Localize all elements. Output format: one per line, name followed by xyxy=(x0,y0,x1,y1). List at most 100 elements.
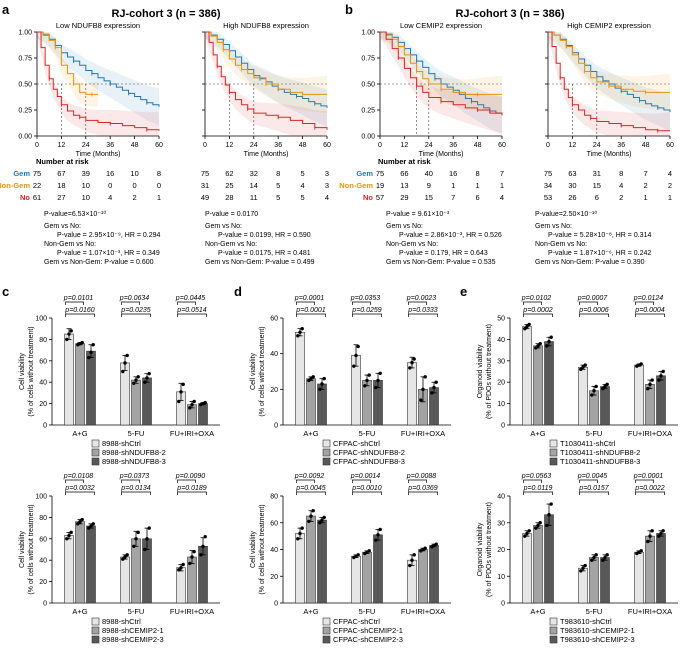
data-point xyxy=(300,327,304,331)
y-tick-label: 0.00 xyxy=(18,134,32,141)
legend-swatch xyxy=(91,439,100,448)
risk-count: 7 xyxy=(451,193,455,202)
p-value-bracket xyxy=(635,479,654,483)
bar xyxy=(589,557,599,604)
data-point xyxy=(311,375,315,379)
data-point xyxy=(132,381,136,385)
risk-count: 34 xyxy=(544,181,552,190)
bar xyxy=(131,379,141,426)
bar xyxy=(295,331,305,426)
bar xyxy=(295,533,305,604)
risk-count: 1 xyxy=(157,193,161,202)
data-point xyxy=(592,389,596,393)
y-tick-label: 50 xyxy=(497,316,505,323)
x-tick-label: 60 xyxy=(498,142,506,149)
y-tick-label: 100 xyxy=(35,316,47,323)
risk-count: 22 xyxy=(33,181,41,190)
risk-count: 31 xyxy=(593,169,601,178)
p-value-bracket xyxy=(352,313,382,317)
legend-swatch xyxy=(91,635,100,644)
data-point xyxy=(147,526,151,530)
data-point xyxy=(318,521,322,525)
bar-chart-1: 0 20 40 60 80 100 Cell viability (% of cells wi… xyxy=(19,295,220,466)
x-tick-label: 36 xyxy=(106,142,114,149)
p-value-label: p=0.0160 xyxy=(64,307,94,314)
y-tick-label: 20 xyxy=(270,387,278,394)
risk-count: 75 xyxy=(201,169,209,178)
stats-b-left: P-value = 9.61×10⁻³ Gem vs No: P-value =… xyxy=(386,211,502,266)
stats-line: Gem vs No: xyxy=(386,223,423,230)
p-value-bracket xyxy=(523,491,553,495)
p-value-bracket xyxy=(177,479,196,483)
data-point xyxy=(410,558,414,562)
risk-count: 62 xyxy=(225,169,233,178)
x-tick-label: 24 xyxy=(425,142,433,149)
data-point xyxy=(123,555,127,559)
data-point xyxy=(89,524,93,528)
risk-count: 0 xyxy=(133,181,137,190)
bar xyxy=(75,521,85,604)
p-value-bracket xyxy=(121,479,140,483)
bar xyxy=(317,519,327,604)
bar xyxy=(578,366,588,426)
x-tick-label: 0 xyxy=(378,142,382,149)
y-tick-label: 20 xyxy=(39,579,47,586)
stats-overall-p: P-value = 9.61×10⁻³ xyxy=(386,211,450,218)
category-label: 5-FU xyxy=(128,607,145,616)
data-point xyxy=(583,563,587,568)
data-point xyxy=(594,384,598,389)
risk-count: 18 xyxy=(57,181,65,190)
data-point xyxy=(123,361,127,365)
legend-label: CFPAC-shCtrl xyxy=(333,439,380,448)
y-tick-label: 0.50 xyxy=(361,82,375,89)
risk-label-no-b: No xyxy=(363,193,373,202)
y-tick-label: 20 xyxy=(270,574,278,581)
p-value-label: p=0.0259 xyxy=(351,307,381,314)
data-point xyxy=(430,391,434,395)
p-value-label: p=0.0102 xyxy=(521,295,551,302)
risk-count: 67 xyxy=(57,169,65,178)
data-point xyxy=(536,344,540,348)
data-point xyxy=(91,343,95,347)
data-point xyxy=(132,544,136,548)
x-tick-label: 48 xyxy=(299,142,307,149)
legend-label: 8988-shNDUFB8-2 xyxy=(102,448,166,457)
risk-count: 10 xyxy=(82,193,90,202)
p-value-label: p=0.0189 xyxy=(176,485,206,492)
risk-count: 1 xyxy=(451,181,455,190)
risk-count: 4 xyxy=(619,181,623,190)
y-axis-label: Cell viability xyxy=(19,531,26,568)
risk-count: 4 xyxy=(108,193,112,202)
y-tick-label: 0.75 xyxy=(18,56,32,63)
data-point xyxy=(87,355,91,360)
x-axis-label: Time (Months) xyxy=(587,151,632,158)
risk-count: 32 xyxy=(250,169,258,178)
risk-count: 25 xyxy=(225,181,233,190)
data-point xyxy=(434,380,438,384)
data-point xyxy=(296,334,300,338)
y-tick-label: 0 xyxy=(501,423,505,430)
risk-count: 9 xyxy=(427,181,431,190)
km-plots: Low NDUFB8 expression 0.00 0.25 0.50 0.75 1.0… xyxy=(18,21,674,202)
data-point xyxy=(657,534,661,538)
p-value-label: p=0.0006 xyxy=(578,307,608,314)
data-point xyxy=(192,549,196,554)
legend-label: 8988-shCEMIP2-3 xyxy=(102,635,164,644)
p-value-bracket xyxy=(352,479,371,483)
y-tick-label: 80 xyxy=(39,515,47,522)
data-point xyxy=(601,558,605,562)
data-point xyxy=(646,539,650,544)
category-label: 5-FU xyxy=(128,429,145,438)
y-tick-label: 80 xyxy=(270,494,278,501)
legend-label: T983610-shCEMIP2-1 xyxy=(560,626,635,635)
p-value-label: p=0.0022 xyxy=(634,485,664,492)
stats-a-right: P-value = 0.0170 Gem vs No: P-value = 0.… xyxy=(205,211,315,266)
risk-count: 28 xyxy=(225,193,233,202)
data-point xyxy=(320,518,324,522)
panel-label-d: d xyxy=(234,284,242,299)
risk-count: 8 xyxy=(276,169,280,178)
data-point xyxy=(121,557,125,561)
